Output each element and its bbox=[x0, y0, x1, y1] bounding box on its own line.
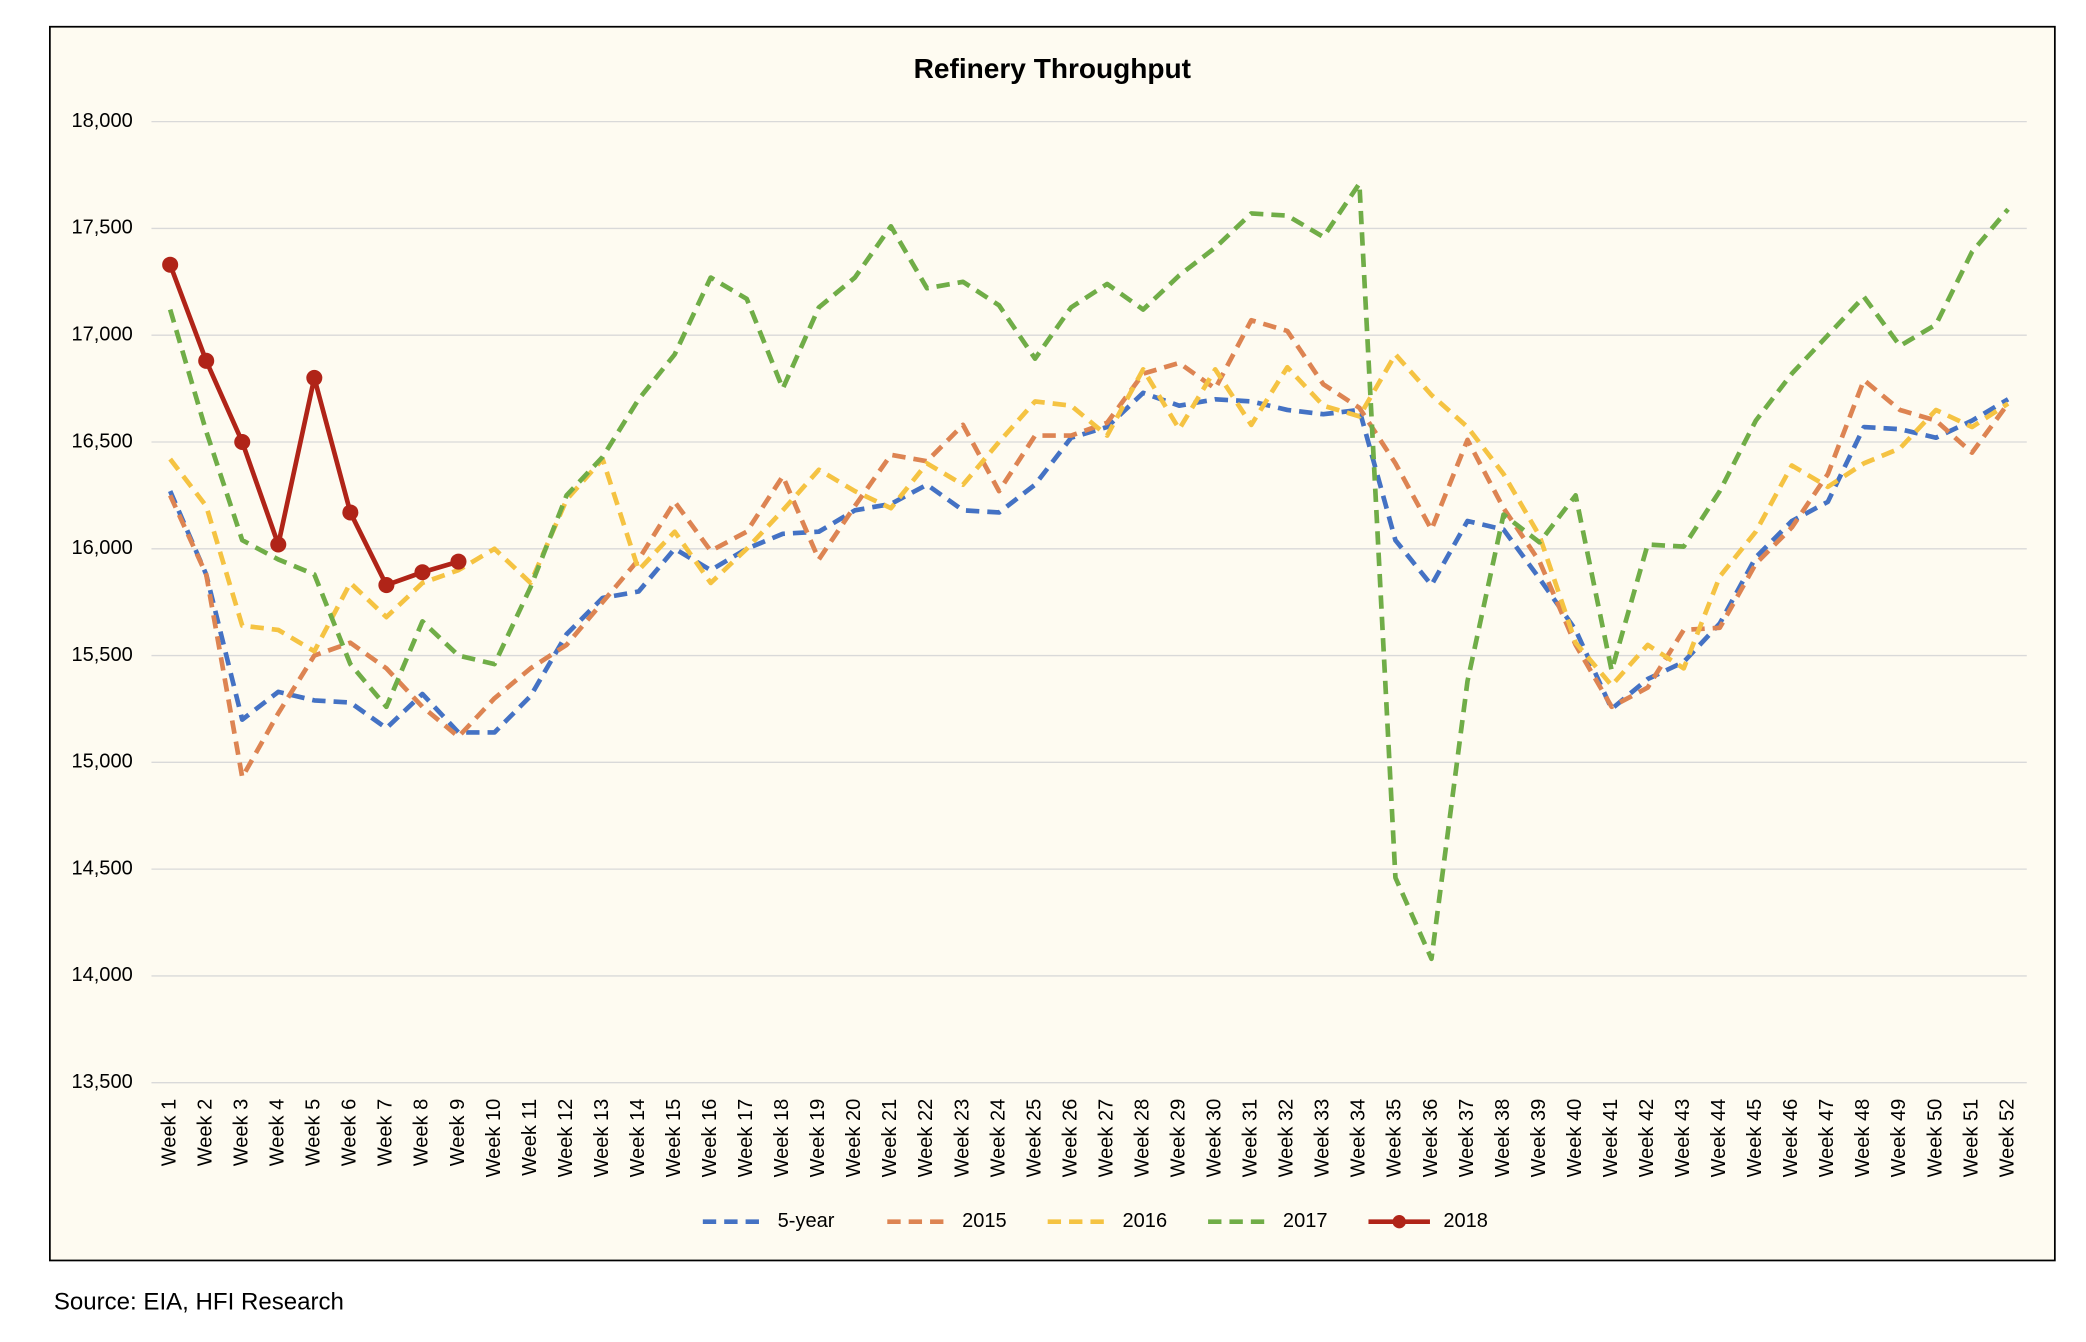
x-tick-label: Week 42 bbox=[1636, 1099, 1658, 1178]
chart-title: Refinery Throughput bbox=[914, 53, 1191, 84]
x-tick-label: Week 28 bbox=[1131, 1099, 1153, 1178]
x-tick-label: Week 33 bbox=[1312, 1099, 1334, 1178]
x-tick-label: Week 5 bbox=[303, 1099, 325, 1167]
x-tick-label: Week 29 bbox=[1168, 1099, 1190, 1178]
y-tick-label: 15,500 bbox=[71, 644, 132, 666]
x-tick-label: Week 9 bbox=[447, 1099, 469, 1167]
series-marker bbox=[270, 536, 287, 553]
series-marker bbox=[198, 352, 215, 369]
legend-label: 2015 bbox=[962, 1210, 1007, 1232]
x-tick-label: Week 48 bbox=[1852, 1099, 1874, 1178]
series-marker bbox=[162, 256, 179, 273]
x-tick-label: Week 46 bbox=[1780, 1099, 1802, 1178]
x-tick-label: Week 30 bbox=[1204, 1099, 1226, 1178]
x-tick-label: Week 14 bbox=[627, 1099, 649, 1178]
series-line bbox=[167, 181, 2010, 962]
x-tick-label: Week 23 bbox=[951, 1099, 973, 1178]
x-tick-label: Week 22 bbox=[915, 1099, 937, 1178]
x-tick-label: Week 2 bbox=[194, 1099, 216, 1167]
x-tick-label: Week 50 bbox=[1924, 1099, 1946, 1178]
x-tick-label: Week 4 bbox=[267, 1099, 289, 1167]
x-tick-label: Week 13 bbox=[591, 1099, 613, 1178]
x-tick-label: Week 6 bbox=[339, 1099, 361, 1167]
series-marker bbox=[378, 577, 395, 594]
source-note: Source: EIA, HFI Research bbox=[54, 1289, 344, 1316]
chart-frame bbox=[48, 25, 2056, 1262]
y-tick-label: 16,500 bbox=[71, 430, 132, 452]
x-tick-label: Week 21 bbox=[879, 1099, 901, 1178]
x-tick-label: Week 45 bbox=[1744, 1099, 1766, 1178]
y-tick-label: 16,000 bbox=[71, 537, 132, 559]
x-tick-label: Week 3 bbox=[231, 1099, 253, 1167]
series-marker bbox=[414, 564, 431, 581]
y-tick-label: 14,000 bbox=[71, 964, 132, 986]
legend-marker bbox=[1392, 1215, 1406, 1229]
x-tick-label: Week 52 bbox=[1996, 1099, 2018, 1178]
x-tick-label: Week 40 bbox=[1564, 1099, 1586, 1178]
x-tick-label: Week 35 bbox=[1384, 1099, 1406, 1178]
x-tick-label: Week 51 bbox=[1960, 1099, 1982, 1178]
x-tick-label: Week 7 bbox=[375, 1099, 397, 1167]
x-tick-label: Week 12 bbox=[555, 1099, 577, 1178]
x-tick-label: Week 19 bbox=[807, 1099, 829, 1178]
x-tick-label: Week 16 bbox=[699, 1099, 721, 1178]
y-tick-label: 13,500 bbox=[71, 1071, 132, 1093]
x-tick-label: Week 47 bbox=[1816, 1099, 1838, 1178]
x-tick-label: Week 36 bbox=[1420, 1099, 1442, 1178]
x-tick-label: Week 10 bbox=[483, 1099, 505, 1178]
x-tick-label: Week 38 bbox=[1492, 1099, 1514, 1178]
series-marker bbox=[342, 504, 359, 521]
y-tick-label: 14,500 bbox=[71, 857, 132, 879]
x-tick-label: Week 39 bbox=[1528, 1099, 1550, 1178]
legend-label: 2018 bbox=[1443, 1210, 1488, 1232]
x-tick-label: Week 25 bbox=[1023, 1099, 1045, 1178]
x-tick-label: Week 37 bbox=[1456, 1099, 1478, 1178]
x-tick-label: Week 18 bbox=[771, 1099, 793, 1178]
x-tick-label: Week 20 bbox=[843, 1099, 865, 1178]
series-marker bbox=[234, 433, 251, 451]
x-tick-label: Week 8 bbox=[411, 1099, 433, 1167]
x-tick-label: Week 31 bbox=[1240, 1099, 1262, 1178]
x-tick-label: Week 15 bbox=[663, 1099, 685, 1178]
y-tick-label: 18,000 bbox=[71, 110, 132, 132]
series-line bbox=[168, 352, 2010, 688]
x-tick-label: Week 32 bbox=[1276, 1099, 1298, 1178]
y-tick-label: 17,000 bbox=[71, 323, 132, 345]
legend-label: 2017 bbox=[1283, 1210, 1328, 1232]
x-tick-label: Week 24 bbox=[987, 1099, 1009, 1178]
legend-label: 2016 bbox=[1123, 1210, 1168, 1232]
x-tick-label: Week 26 bbox=[1059, 1099, 1081, 1178]
x-tick-label: Week 1 bbox=[158, 1099, 180, 1167]
x-tick-label: Week 49 bbox=[1888, 1099, 1910, 1178]
legend-label: 5-year bbox=[778, 1210, 835, 1232]
y-tick-label: 17,500 bbox=[71, 217, 132, 239]
x-tick-label: Week 44 bbox=[1708, 1099, 1730, 1178]
x-tick-label: Week 43 bbox=[1672, 1099, 1694, 1178]
series-line bbox=[168, 390, 2010, 735]
x-tick-label: Week 17 bbox=[735, 1099, 757, 1178]
y-tick-label: 15,000 bbox=[71, 751, 132, 773]
series-marker bbox=[450, 553, 467, 570]
x-tick-label: Week 11 bbox=[519, 1099, 541, 1176]
x-tick-label: Week 41 bbox=[1600, 1099, 1622, 1178]
series-marker bbox=[306, 369, 323, 386]
x-tick-label: Week 34 bbox=[1348, 1099, 1370, 1178]
x-tick-label: Week 27 bbox=[1095, 1099, 1117, 1178]
